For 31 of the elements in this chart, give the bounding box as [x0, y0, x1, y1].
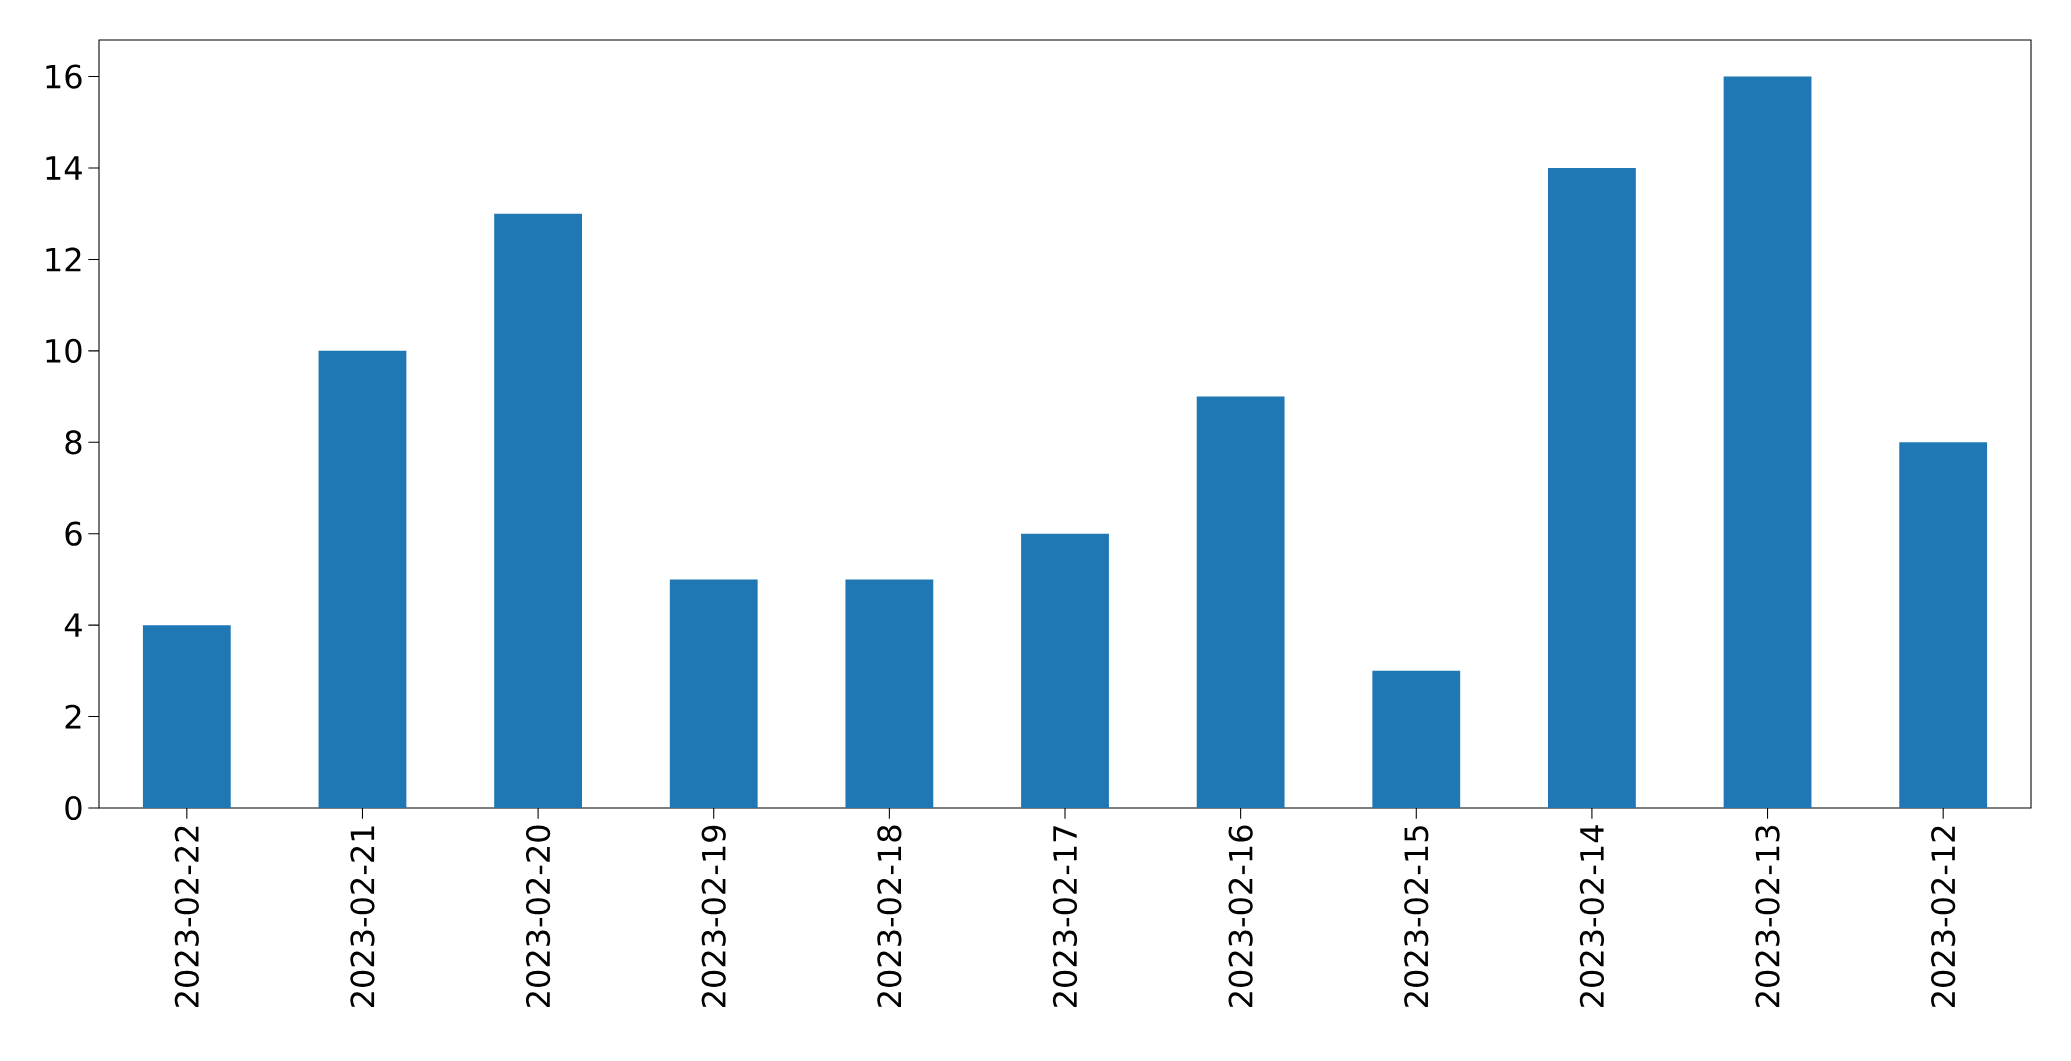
bar — [142, 625, 231, 808]
bar — [1372, 670, 1461, 808]
y-tick-label: 2 — [65, 704, 81, 729]
x-tick-label: 2023-02-22 — [174, 826, 199, 1008]
bar — [1723, 76, 1812, 808]
bar — [845, 579, 934, 808]
bar — [1021, 533, 1109, 808]
bar — [318, 350, 407, 808]
x-tick-label: 2023-02-18 — [877, 825, 902, 1008]
x-tick-label: 2023-02-13 — [1755, 825, 1780, 1008]
y-tick-label: 12 — [46, 247, 81, 272]
bar — [669, 579, 758, 808]
y-tick-label: 14 — [46, 156, 82, 180]
bar — [494, 213, 582, 808]
x-tick-label: 2023-02-19 — [701, 825, 726, 1008]
bar — [1899, 442, 1988, 808]
x-tick-label: 2023-02-12 — [1931, 826, 1956, 1008]
x-tick-label: 2023-02-14 — [1579, 825, 1605, 1008]
x-tick-label: 2023-02-20 — [525, 825, 551, 1008]
y-tick-label: 0 — [65, 795, 82, 821]
bar — [1548, 167, 1636, 808]
y-tick-label: 6 — [65, 521, 82, 546]
bar — [1196, 396, 1285, 808]
y-tick-label: 4 — [64, 613, 82, 637]
y-tick-label: 10 — [46, 338, 82, 363]
x-tick-label: 2023-02-21 — [350, 826, 375, 1008]
x-tick-label: 2023-02-16 — [1228, 825, 1253, 1008]
y-tick-label: 16 — [46, 64, 82, 89]
x-tick-label: 2023-02-17 — [1052, 826, 1078, 1008]
y-tick-label: 8 — [65, 430, 82, 455]
x-tick-label: 2023-02-15 — [1404, 826, 1429, 1008]
